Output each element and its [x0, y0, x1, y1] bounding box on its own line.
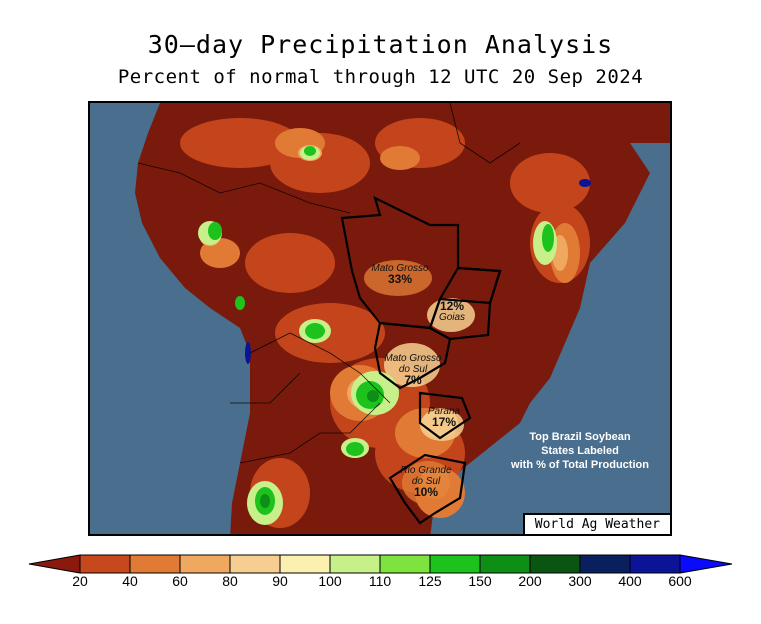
parana-border — [418, 391, 472, 440]
legend-tick-label: 300 — [568, 573, 592, 589]
legend-swatch — [429, 554, 481, 574]
legend-swatch — [329, 554, 381, 574]
state-highlight-blobs — [384, 298, 475, 441]
south-america-landmass — [90, 103, 670, 534]
state-label-rio-grande-do-sul: Rio Grande do Sul 10% — [392, 465, 460, 498]
credit-label: World Ag Weather — [522, 513, 670, 534]
precipitation-map: Mato Grosso 33% 12% Goias Mato Grosso do… — [88, 101, 672, 536]
legend-arrow-right — [679, 554, 733, 574]
note-line-3: with % of Total Production — [511, 459, 649, 471]
state-name: Goias — [438, 312, 466, 323]
legend-tick-label: 90 — [272, 573, 288, 589]
soybean-note: Top Brazil Soybean States Labeled with %… — [494, 430, 666, 472]
color-legend — [28, 554, 733, 574]
note-line-2: States Labeled — [541, 445, 619, 457]
wet-areas — [208, 146, 554, 515]
legend-tick-label: 40 — [122, 573, 138, 589]
state-label-mato-grosso-do-sul: Mato Grosso do Sul 7% — [378, 353, 448, 386]
legend-swatch — [479, 554, 531, 574]
state-percent: 10% — [413, 485, 439, 499]
very-wet-areas — [260, 390, 379, 508]
state-name-line1: Mato Grosso — [384, 353, 442, 364]
legend-swatch — [129, 554, 181, 574]
state-percent: 17% — [431, 415, 457, 429]
legend-swatch — [529, 554, 581, 574]
legend-swatch — [179, 554, 231, 574]
state-name-line2: do Sul — [398, 364, 428, 375]
goias-border — [428, 266, 502, 341]
map-title: 30—day Precipitation Analysis — [147, 30, 614, 59]
legend-tick-label: 600 — [668, 573, 692, 589]
legend-tick-label: 400 — [618, 573, 642, 589]
state-label-goias: 12% Goias — [430, 299, 474, 323]
note-line-1: Top Brazil Soybean — [529, 431, 631, 443]
legend-swatch — [279, 554, 331, 574]
country-borders — [137, 103, 521, 464]
state-name: Mato Grosso — [371, 263, 429, 274]
state-label-parana: Parana 17% — [422, 406, 466, 428]
state-label-mato-grosso: Mato Grosso 33% — [370, 263, 430, 285]
legend-swatch — [629, 554, 681, 574]
legend-tick-label: 100 — [318, 573, 342, 589]
map-subtitle: Percent of normal through 12 UTC 20 Sep … — [117, 66, 644, 88]
state-name: Parana — [427, 406, 461, 417]
legend-tick-label: 60 — [172, 573, 188, 589]
state-name-line1: Rio Grande — [400, 465, 452, 476]
legend-swatch — [79, 554, 131, 574]
state-name-line2: do Sul — [411, 476, 441, 487]
map-graphic — [90, 103, 670, 534]
legend-tick-label: 200 — [518, 573, 542, 589]
state-percent: 7% — [404, 373, 422, 387]
state-percent: 12% — [439, 299, 465, 313]
legend-tick-label: 125 — [418, 573, 442, 589]
state-percent: 33% — [387, 272, 413, 286]
legend-swatch — [379, 554, 431, 574]
legend-arrow-left — [28, 554, 81, 574]
legend-swatch — [229, 554, 281, 574]
legend-tick-label: 80 — [222, 573, 238, 589]
legend-tick-label: 20 — [72, 573, 88, 589]
legend-tick-label: 110 — [368, 573, 392, 589]
rio-grande-do-sul-border — [388, 453, 467, 525]
soybean-state-borders — [340, 195, 502, 525]
extreme-wet-areas — [245, 179, 591, 364]
legend-tick-label: 150 — [468, 573, 492, 589]
legend-swatch — [579, 554, 631, 574]
state-highlight-dark — [364, 260, 454, 505]
mato-grosso-do-sul-border — [373, 321, 452, 390]
